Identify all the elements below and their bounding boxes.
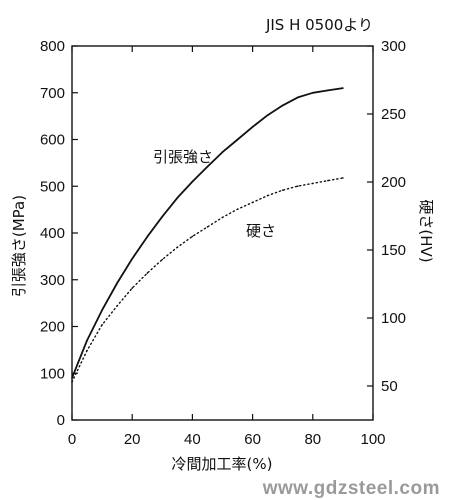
tensile-strength-point — [327, 89, 329, 92]
tensile-strength-point — [146, 235, 149, 238]
hardness-point — [146, 272, 149, 274]
hardness-point — [86, 349, 88, 352]
axes: 0 20 40 60 80 100 0 100 200 300 400 500 600 700 800 50 1… — [40, 38, 406, 448]
hardness-point — [312, 182, 314, 185]
tensile-strength-point — [116, 282, 118, 284]
tensile-strength-point — [176, 197, 179, 199]
y-right-axis-title: 硬さ(HV) — [417, 199, 435, 262]
hardness-point — [191, 235, 194, 238]
y-right-tick-label: 50 — [381, 378, 398, 395]
y-left-axis-title: 引張強さ(MPa) — [10, 195, 28, 297]
hardness-point — [281, 189, 284, 191]
x-tick-label: 60 — [244, 431, 261, 448]
tensile-strength-point — [221, 151, 224, 153]
tensile-strength-point — [297, 96, 299, 99]
series-layer — [71, 87, 344, 383]
y-right-tick-label: 200 — [381, 174, 406, 191]
series-label-tensile: 引張強さ — [153, 148, 213, 166]
y-left-tick-label: 800 — [40, 38, 65, 55]
hardness-point — [221, 216, 224, 219]
x-tick-label: 100 — [360, 431, 385, 448]
hardness-point — [266, 194, 269, 197]
hardness-point — [206, 226, 209, 228]
hardness-point — [251, 201, 254, 204]
hardness-point — [101, 324, 103, 326]
hardness-point — [297, 185, 299, 187]
hardness-point — [342, 177, 344, 179]
tensile-strength-point — [71, 377, 73, 379]
x-tick-label: 40 — [184, 431, 201, 448]
y-left-tick-label: 500 — [40, 178, 65, 195]
tensile-strength-point — [161, 215, 164, 218]
tensile-strength-point — [131, 257, 133, 260]
hardness-point — [116, 305, 118, 307]
tensile-strength-point — [236, 138, 239, 141]
hardness-point — [71, 381, 73, 383]
hardness-point — [236, 208, 239, 210]
y-right-tick-label: 150 — [381, 242, 406, 259]
x-tick-label: 0 — [68, 431, 76, 448]
hardness-point — [176, 246, 179, 249]
y-left-tick-label: 300 — [40, 272, 65, 289]
y-left-tick-label: 400 — [40, 225, 65, 242]
x-tick-label: 20 — [124, 431, 141, 448]
hardness-point — [131, 287, 133, 289]
tensile-strength-point — [266, 114, 269, 116]
tensile-strength-point — [86, 339, 88, 342]
hardness-point — [327, 179, 329, 182]
y-left-tick-label: 200 — [40, 319, 65, 336]
tensile-strength-point — [101, 309, 103, 311]
tensile-strength-point — [312, 92, 314, 94]
tensile-strength-point — [206, 165, 209, 168]
hardness-point — [161, 258, 164, 261]
y-right-tick-label: 250 — [381, 106, 406, 123]
y-left-tick-label: 0 — [57, 412, 65, 429]
tensile-strength-line — [71, 87, 344, 379]
y-left-tick-label: 700 — [40, 85, 65, 102]
hardness-line — [71, 177, 344, 383]
watermark: www.gdzsteel.com — [262, 478, 440, 499]
x-tick-label: 80 — [304, 431, 321, 448]
y-left-tick-label: 100 — [40, 365, 65, 382]
x-axis-title: 冷間加工率(%) — [172, 455, 273, 473]
series-label-hardness: 硬さ — [246, 222, 276, 240]
tensile-strength-point — [191, 180, 194, 183]
tensile-strength-point — [251, 126, 254, 128]
tensile-strength-point — [281, 104, 284, 107]
plot-frame — [71, 45, 374, 421]
tensile-strength-point — [342, 87, 344, 89]
source-note: JIS H 0500より — [265, 16, 373, 34]
y-right-tick-label: 300 — [381, 38, 406, 55]
y-right-tick-label: 100 — [381, 310, 406, 327]
y-left-tick-label: 600 — [40, 132, 65, 149]
